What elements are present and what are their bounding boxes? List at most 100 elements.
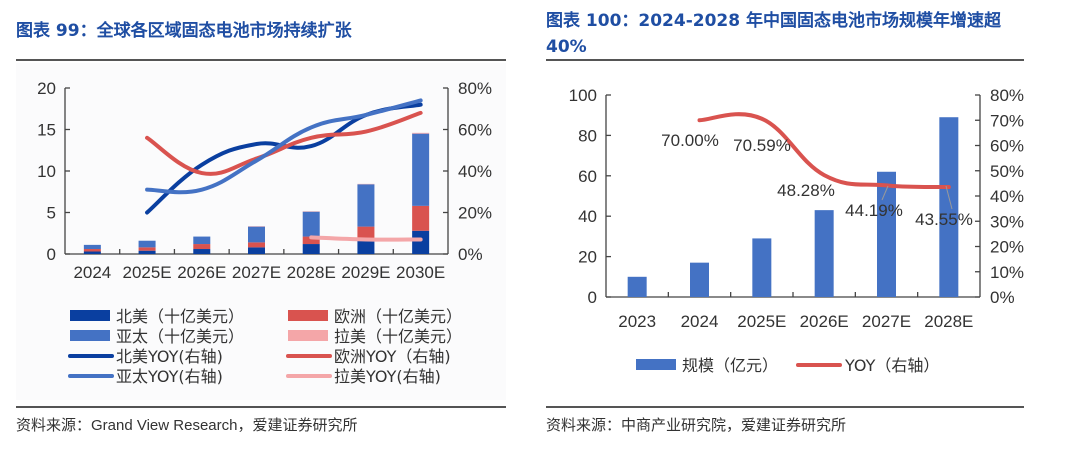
legend-label: YOY（右轴） (844, 356, 939, 375)
bar (752, 238, 772, 297)
bar-segment (302, 244, 320, 254)
bar-segment (302, 236, 320, 245)
bar (877, 171, 896, 297)
bar-segment (248, 242, 265, 248)
x-tick-label: 2024 (681, 312, 719, 331)
yoy-line (145, 110, 423, 176)
x-tick-label: 2028E (924, 312, 973, 331)
bar-segment (412, 205, 430, 231)
data-label: 70.59% (733, 136, 791, 155)
bar (814, 210, 834, 297)
y2-tick-label: 20% (458, 204, 492, 223)
bar-segment (193, 249, 211, 254)
bar-segment (357, 184, 375, 227)
y2-tick-label: 0% (990, 288, 1015, 307)
bar-segment (248, 247, 265, 254)
legend-label: 欧洲YOY（右轴) (334, 347, 451, 366)
right-chart-title-line2: 40% (546, 37, 587, 57)
bar-segment (357, 226, 375, 240)
y-tick-label: 5 (47, 204, 56, 223)
bar-segment (83, 251, 101, 254)
y-tick-label: 20 (578, 248, 597, 267)
y2-tick-label: 50% (990, 162, 1024, 181)
left-chart: 0 5 10 15 20 0% 20% 40% 60% 80% 2024 2025E 2026E 2027… (37, 79, 492, 386)
y-tick-label: 80 (578, 126, 597, 145)
bar (690, 262, 709, 297)
x-tick-label: 2026E (800, 312, 849, 331)
bar-segment (193, 236, 211, 245)
legend-swatch (70, 330, 110, 341)
x-tick-label: 2030E (396, 263, 445, 282)
y2-tick-label: 0% (458, 245, 483, 264)
legend-label: 北美YOY(右轴) (116, 347, 223, 366)
data-label-leader (881, 185, 889, 201)
right-source-note: 资料来源：中商产业研究院，爱建证券研究所 (546, 417, 847, 434)
x-tick-label: 2027E (232, 263, 281, 282)
legend-swatch (636, 359, 676, 370)
data-label-leader (945, 185, 953, 210)
y-tick-label: 0 (588, 288, 597, 307)
left-title-rule (16, 59, 506, 61)
x-tick-label: 2024 (73, 263, 111, 282)
y2-tick-label: 70% (990, 111, 1024, 130)
y-tick-label: 20 (37, 79, 56, 98)
yoy-line (145, 98, 423, 195)
bar-segment (357, 239, 375, 254)
yoy-line (697, 112, 951, 190)
legend-label: 亚太YOY(右轴) (116, 367, 223, 386)
bar (627, 276, 647, 297)
data-label: 48.28% (777, 181, 835, 200)
x-tick-label: 2023 (618, 312, 656, 331)
left-source-rule (16, 406, 506, 408)
bar-segment (138, 240, 156, 248)
legend-label: 拉美（十亿美元） (334, 327, 462, 346)
y2-tick-label: 10% (990, 263, 1024, 282)
y-tick-label: 40 (578, 207, 597, 226)
y2-tick-label: 80% (458, 79, 492, 98)
legend-swatch (70, 310, 110, 321)
bar-segment (302, 211, 320, 237)
bar-segment (83, 244, 101, 250)
x-tick-label: 2026E (177, 263, 226, 282)
x-tick-label: 2027E (862, 312, 911, 331)
left-source-note: 资料来源：Grand View Research，爱建证券研究所 (16, 417, 358, 434)
y2-tick-label: 30% (990, 212, 1024, 231)
y2-tick-label: 60% (990, 137, 1024, 156)
legend-label: 欧洲（十亿美元） (334, 307, 462, 326)
legend-swatch (288, 310, 328, 321)
data-label: 44.19% (845, 201, 903, 220)
y2-tick-label: 40% (458, 162, 492, 181)
bar-segment (412, 132, 430, 134)
bar-segment (138, 247, 156, 251)
bar-segment (193, 244, 211, 250)
x-tick-label: 2029E (341, 263, 390, 282)
legend-swatch (288, 330, 328, 341)
right-chart: 0 20 40 60 80 100 0% 10% 20% 30% 40% 50% 60% 70% 80% 20… (569, 86, 1024, 375)
right-source-rule (546, 406, 1024, 408)
right-chart-title-line1: 图表 100：2024-2028 年中国固态电池市场规模年增速超 (546, 11, 1002, 31)
legend-label: 规模（亿元） (682, 356, 778, 375)
bar-segment (83, 249, 101, 252)
y-tick-label: 100 (569, 86, 597, 105)
y-tick-label: 15 (37, 121, 56, 140)
x-tick-label: 2025E (737, 312, 786, 331)
y2-tick-label: 80% (990, 86, 1024, 105)
bar-segment (412, 133, 430, 206)
data-label: 70.00% (661, 131, 719, 150)
yoy-line (309, 235, 423, 242)
y2-tick-label: 60% (458, 121, 492, 140)
bar-segment (412, 230, 430, 254)
y-tick-label: 10 (37, 162, 56, 181)
y2-tick-label: 40% (990, 187, 1024, 206)
y2-tick-label: 20% (990, 238, 1024, 257)
data-label: 43.55% (915, 210, 973, 229)
x-tick-label: 2025E (122, 263, 171, 282)
legend-label: 亚太（十亿美元） (116, 327, 244, 346)
legend-label: 拉美YOY(右轴) (334, 367, 441, 386)
y-tick-label: 0 (47, 245, 56, 264)
bar-segment (138, 250, 156, 254)
left-chart-title: 图表 99：全球各区域固态电池市场持续扩张 (16, 21, 352, 41)
y-tick-label: 60 (578, 167, 597, 186)
x-tick-label: 2028E (287, 263, 336, 282)
